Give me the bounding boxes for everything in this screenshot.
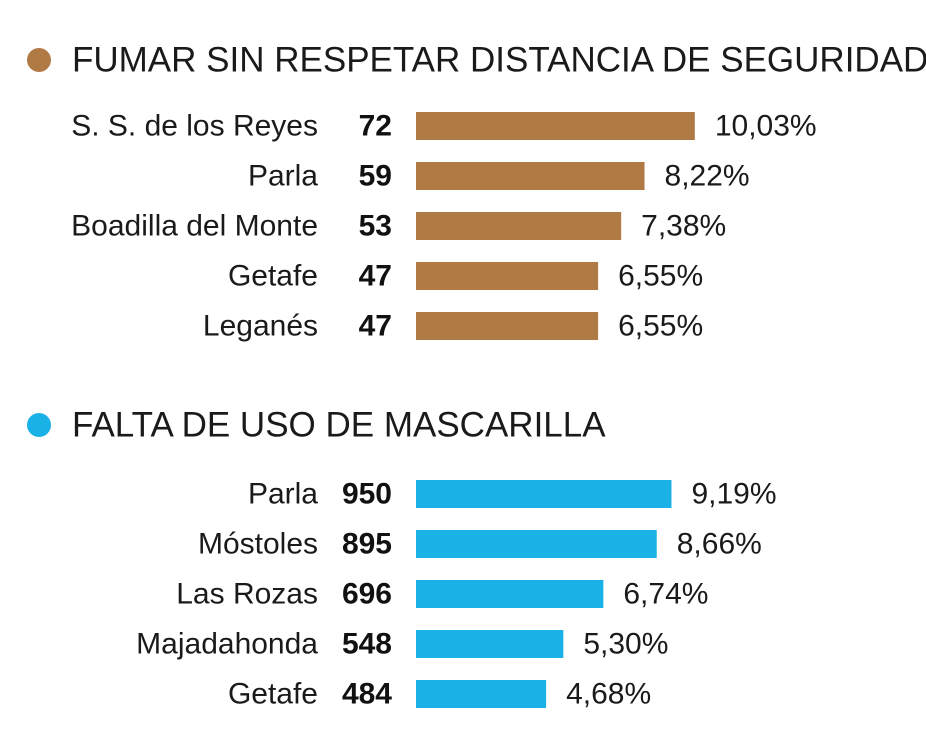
- category-label: Las Rozas: [176, 578, 318, 611]
- value-label: 8,22%: [665, 160, 750, 193]
- value-label: 6,55%: [618, 310, 703, 343]
- bar: [416, 312, 599, 340]
- count-label: 696: [342, 578, 392, 611]
- bar-row: Las Rozas 696 6,74%: [176, 578, 708, 611]
- chart-section-2: FALTA DE USO DE MASCARILLA Parla 950 9,19% M…: [27, 406, 777, 711]
- count-label: 548: [342, 628, 392, 661]
- category-label: Parla: [248, 478, 318, 511]
- bar-row: S. S. de los Reyes 72 10,03%: [71, 110, 816, 143]
- value-label: 5,30%: [583, 628, 668, 661]
- bar-row: Getafe 484 4,68%: [228, 678, 651, 711]
- bar: [416, 630, 564, 658]
- count-label: 47: [359, 260, 392, 293]
- value-label: 10,03%: [715, 110, 817, 143]
- count-label: 59: [359, 160, 392, 193]
- value-label: 4,68%: [566, 678, 651, 711]
- bar: [416, 162, 645, 190]
- bar: [416, 212, 622, 240]
- bar: [416, 112, 695, 140]
- section-title-2: FALTA DE USO DE MASCARILLA: [72, 406, 606, 445]
- category-label: Getafe: [228, 678, 318, 711]
- bar-row: Majadahonda 548 5,30%: [136, 628, 668, 661]
- section-title-1: FUMAR SIN RESPETAR DISTANCIA DE SEGURIDA…: [72, 41, 926, 80]
- bar: [416, 580, 604, 608]
- bar: [416, 680, 547, 708]
- bar-row: Leganés 47 6,55%: [203, 310, 703, 343]
- category-label: Leganés: [203, 310, 318, 343]
- category-label: S. S. de los Reyes: [71, 110, 318, 143]
- category-label: Móstoles: [198, 528, 318, 561]
- count-label: 484: [342, 678, 392, 711]
- value-label: 8,66%: [677, 528, 762, 561]
- bar-row: Boadilla del Monte 53 7,38%: [71, 210, 726, 243]
- bar-row: Móstoles 895 8,66%: [198, 528, 762, 561]
- count-label: 72: [359, 110, 392, 143]
- bar-row: Parla 950 9,19%: [248, 478, 777, 511]
- bar: [416, 480, 672, 508]
- category-label: Majadahonda: [136, 628, 318, 661]
- bar: [416, 530, 657, 558]
- value-label: 6,74%: [623, 578, 708, 611]
- bar: [416, 262, 599, 290]
- category-label: Getafe: [228, 260, 318, 293]
- bar-row: Getafe 47 6,55%: [228, 260, 703, 293]
- count-label: 950: [342, 478, 392, 511]
- category-label: Boadilla del Monte: [71, 210, 318, 243]
- legend-dot-1: [27, 48, 51, 72]
- bar-row: Parla 59 8,22%: [248, 160, 750, 193]
- category-label: Parla: [248, 160, 318, 193]
- count-label: 53: [359, 210, 392, 243]
- legend-dot-2: [27, 413, 51, 437]
- value-label: 6,55%: [618, 260, 703, 293]
- value-label: 7,38%: [641, 210, 726, 243]
- count-label: 895: [342, 528, 392, 561]
- chart-section-1: FUMAR SIN RESPETAR DISTANCIA DE SEGURIDA…: [27, 41, 926, 343]
- count-label: 47: [359, 310, 392, 343]
- value-label: 9,19%: [691, 478, 776, 511]
